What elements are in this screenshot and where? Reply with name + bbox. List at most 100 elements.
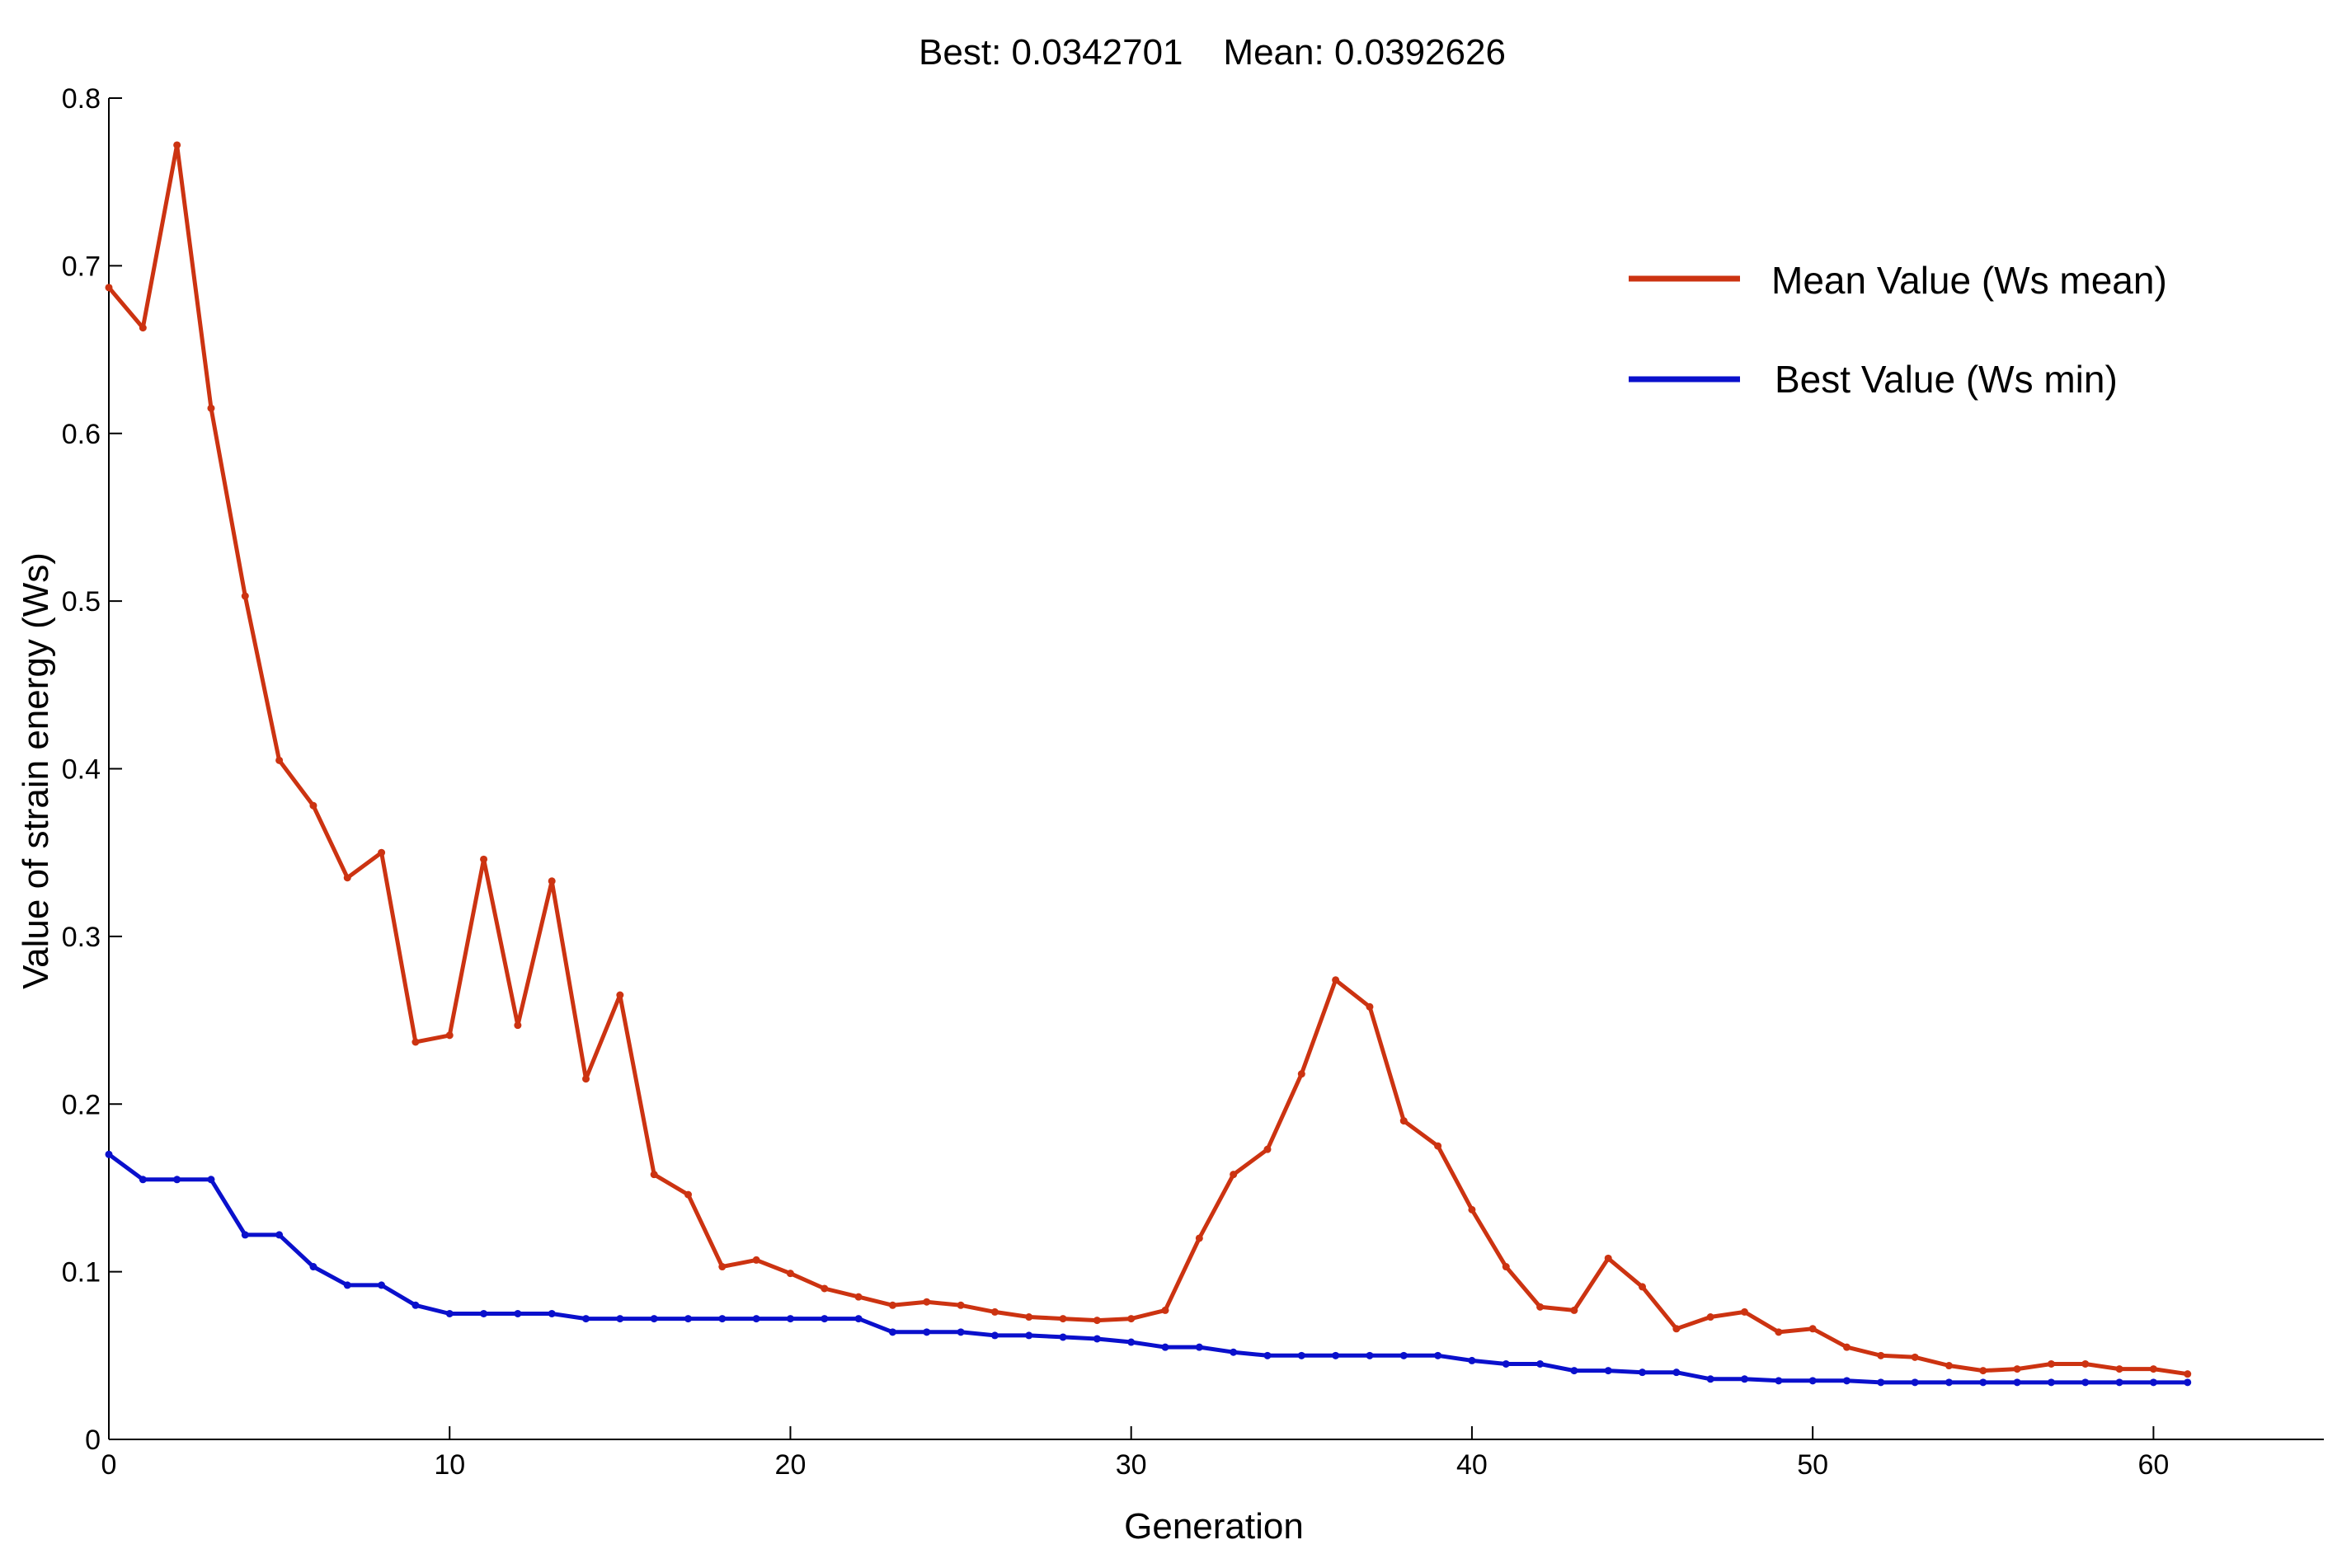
data-point-best [1059, 1333, 1067, 1341]
data-point-mean [275, 756, 284, 764]
data-point-mean [1536, 1303, 1545, 1311]
y-tick-label: 0.8 [62, 83, 101, 115]
data-point-best [480, 1309, 488, 1317]
data-point-mean [1877, 1351, 1885, 1359]
data-point-mean [1775, 1328, 1783, 1336]
data-point-best [378, 1281, 386, 1289]
data-point-mean [1945, 1362, 1953, 1370]
data-point-best [1639, 1368, 1647, 1377]
data-point-mean [1570, 1306, 1578, 1314]
data-point-mean [1842, 1343, 1851, 1351]
data-point-mean [1025, 1313, 1033, 1322]
y-axis-label: Value of strain energy (Ws) [16, 552, 56, 989]
data-point-mean [411, 1038, 420, 1046]
data-point-mean [548, 877, 556, 885]
x-tick-label: 40 [1456, 1449, 1488, 1481]
data-point-best [957, 1328, 965, 1336]
y-tick-label: 0.6 [62, 419, 101, 450]
data-point-mean [1332, 976, 1340, 984]
y-tick-label: 0.3 [62, 922, 101, 953]
data-point-best [1263, 1351, 1272, 1359]
data-point-best [1025, 1331, 1033, 1340]
y-tick-label: 0.5 [62, 586, 101, 617]
y-tick-label: 0.2 [62, 1089, 101, 1120]
data-point-best [1945, 1378, 1953, 1387]
x-axis-label: Generation [1124, 1506, 1304, 1547]
data-point-mean [1672, 1325, 1681, 1333]
data-point-best [1093, 1335, 1101, 1343]
data-point-mean [1297, 1070, 1305, 1078]
data-point-mean [514, 1021, 522, 1030]
data-point-mean [990, 1307, 999, 1316]
data-point-best [1230, 1348, 1238, 1356]
data-point-best [173, 1176, 181, 1184]
data-point-best [1672, 1368, 1681, 1377]
y-tick-label: 0.1 [62, 1257, 101, 1289]
data-point-best [786, 1315, 794, 1323]
data-point-best [275, 1231, 284, 1239]
legend-label-best: Best Value (Ws min) [1775, 358, 2118, 401]
data-point-best [548, 1309, 556, 1317]
data-point-best [1877, 1378, 1885, 1387]
data-point-best [1570, 1367, 1578, 1375]
data-point-mean [786, 1270, 794, 1278]
data-point-best [718, 1315, 727, 1323]
data-point-mean [1434, 1142, 1442, 1150]
data-point-mean [1741, 1307, 1749, 1316]
data-point-best [1808, 1377, 1817, 1385]
data-point-best [1741, 1375, 1749, 1383]
chart-title: Best: 0.0342701 Mean: 0.0392626 [919, 32, 1506, 73]
data-point-best [1706, 1375, 1714, 1383]
series-line-best [106, 1152, 2190, 1385]
data-point-best [343, 1281, 351, 1289]
data-point-mean [1366, 1002, 1374, 1011]
data-point-best [445, 1309, 454, 1317]
data-point-mean [718, 1263, 727, 1271]
data-point-best [888, 1328, 896, 1336]
x-tick-label: 10 [434, 1449, 465, 1481]
data-point-mean [752, 1256, 760, 1264]
x-tick-label: 0 [101, 1449, 117, 1481]
data-point-best [752, 1315, 760, 1323]
data-point-best [616, 1315, 624, 1323]
data-point-best [582, 1315, 590, 1323]
y-tick-label: 0 [85, 1425, 101, 1456]
data-point-mean [821, 1284, 829, 1293]
data-point-mean [2081, 1359, 2090, 1368]
data-point-best [650, 1315, 658, 1323]
data-point-best [1399, 1351, 1408, 1359]
data-point-best [241, 1231, 249, 1239]
data-point-mean [2013, 1365, 2021, 1373]
data-point-mean [650, 1171, 658, 1179]
data-point-best [1127, 1338, 1136, 1346]
data-point-best [1775, 1377, 1783, 1385]
data-point-best [684, 1315, 692, 1323]
data-point-best [1604, 1367, 1612, 1375]
data-point-mean [957, 1301, 965, 1309]
series-line-mean [106, 143, 2190, 1377]
data-point-best [854, 1315, 863, 1323]
data-point-best [1434, 1351, 1442, 1359]
data-point-mean [1263, 1145, 1272, 1153]
y-ticks: 0 0.1 0.2 0.3 0.4 0.5 0.6 0.7 0.8 [62, 83, 122, 1456]
data-point-mean [923, 1298, 931, 1306]
data-point-mean [105, 284, 113, 292]
data-point-best [514, 1309, 522, 1317]
data-point-mean [309, 801, 317, 810]
data-point-mean [2184, 1370, 2192, 1378]
y-tick-label: 0.7 [62, 251, 101, 282]
data-point-mean [684, 1190, 692, 1199]
data-point-best [1979, 1378, 1987, 1387]
data-point-best [207, 1176, 215, 1184]
data-point-mean [1706, 1313, 1714, 1322]
data-point-mean [378, 848, 386, 857]
data-point-mean [445, 1031, 454, 1040]
data-point-mean [1195, 1234, 1203, 1242]
legend-label-mean: Mean Value (Ws mean) [1771, 259, 2167, 302]
data-point-best [1911, 1378, 1919, 1387]
data-point-mean [1502, 1263, 1510, 1271]
data-point-mean [1399, 1117, 1408, 1125]
data-point-mean [1093, 1317, 1101, 1325]
data-point-mean [1468, 1205, 1476, 1214]
